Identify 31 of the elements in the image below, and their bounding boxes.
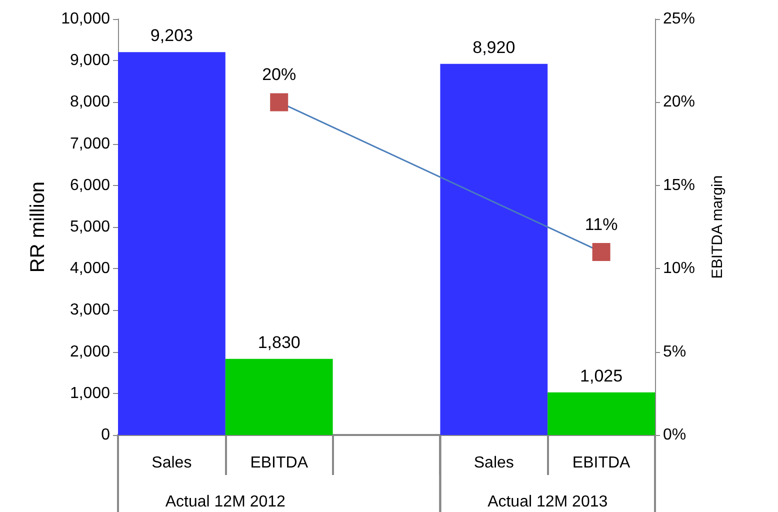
- data-label: 11%: [584, 214, 618, 234]
- y2-tick-label: 15%: [663, 176, 696, 194]
- x-tick-label: EBITDA: [572, 454, 631, 472]
- y-tick-label: 3,000: [70, 302, 110, 319]
- text: Actual 12M 2013: [488, 494, 608, 510]
- y-tick-label: 9,000: [70, 52, 110, 70]
- y-tick-label: 5,000: [70, 218, 110, 236]
- y-axis-title: RR million: [27, 181, 49, 273]
- y2-tick-label: 25%: [663, 10, 696, 28]
- data-label: 8,920: [472, 38, 516, 57]
- data-label: 1,025: [580, 366, 623, 386]
- y-tick-label: 10,000: [61, 10, 110, 28]
- y2-tick-label: 20%: [663, 94, 696, 111]
- x-tick-label: EBITDA: [250, 454, 308, 472]
- y-tick-label: 7,000: [70, 135, 110, 152]
- y2-tick-label: 10%: [663, 260, 696, 278]
- y-tick-label: 1,000: [70, 384, 110, 402]
- y2-tick-label: 0%: [663, 426, 686, 444]
- y-tick-label: 6,000: [70, 176, 110, 194]
- y-tick-label: 2,000: [70, 343, 110, 360]
- x-tick-label: Sales: [474, 454, 514, 472]
- y-tick-label: 8,000: [70, 94, 110, 111]
- text: Actual 12M 2012: [165, 494, 286, 510]
- y-tick-label: 0: [101, 426, 110, 444]
- x-tick-label: Sales: [152, 454, 192, 472]
- y2-axis-title: EBITDA margin: [709, 175, 726, 279]
- data-label: 20%: [262, 65, 296, 84]
- data-label: 9,203: [150, 26, 193, 46]
- data-label: 1,830: [258, 332, 300, 352]
- y-tick-label: 4,000: [70, 260, 110, 278]
- y2-tick-label: 5%: [663, 343, 686, 360]
